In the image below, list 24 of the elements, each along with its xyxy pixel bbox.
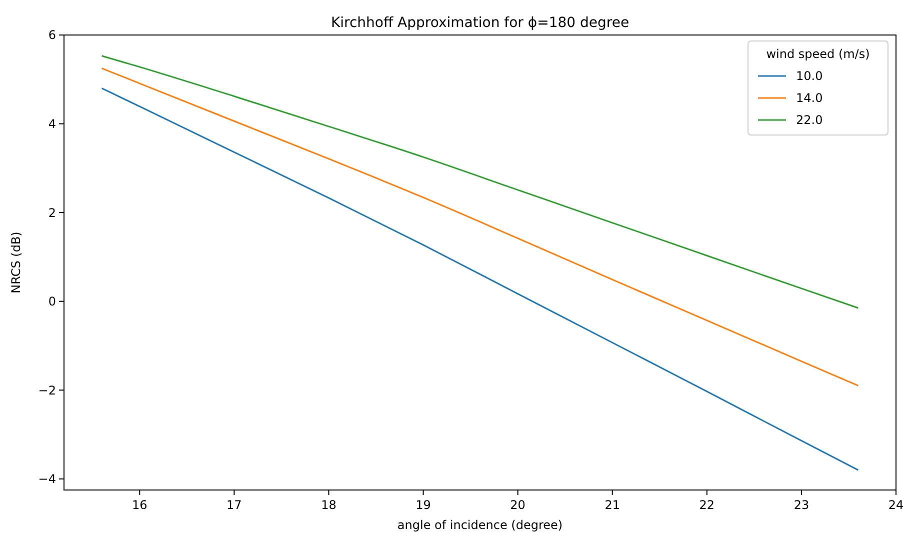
x-tick-label: 17 bbox=[226, 498, 242, 512]
x-tick-label: 22 bbox=[699, 498, 715, 512]
y-tick-label: 4 bbox=[48, 116, 56, 131]
legend-label: 10.0 bbox=[796, 69, 823, 84]
y-tick-label: −2 bbox=[38, 383, 56, 398]
legend-label: 22.0 bbox=[796, 113, 823, 128]
legend-title: wind speed (m/s) bbox=[766, 47, 870, 61]
y-tick-label: 6 bbox=[48, 28, 56, 42]
x-tick-label: 19 bbox=[416, 498, 431, 512]
y-tick-label: −4 bbox=[38, 472, 56, 486]
line-series bbox=[101, 68, 859, 386]
x-tick-label: 23 bbox=[794, 498, 810, 512]
line-series bbox=[101, 88, 859, 471]
chart-title: Kirchhoff Approximation for ϕ=180 degree bbox=[330, 15, 630, 31]
x-tick-label: 24 bbox=[888, 498, 903, 512]
x-tick-label: 20 bbox=[510, 498, 526, 512]
legend-label: 14.0 bbox=[796, 91, 823, 106]
y-tick-label: 2 bbox=[48, 206, 56, 220]
y-axis-title: NRCS (dB) bbox=[9, 232, 23, 294]
x-tick-label: 21 bbox=[604, 498, 620, 512]
y-tick-label: 0 bbox=[48, 294, 56, 309]
x-axis-title: angle of incidence (degree) bbox=[397, 518, 563, 532]
x-tick-label: 16 bbox=[132, 498, 148, 512]
x-tick-label: 18 bbox=[321, 498, 336, 512]
